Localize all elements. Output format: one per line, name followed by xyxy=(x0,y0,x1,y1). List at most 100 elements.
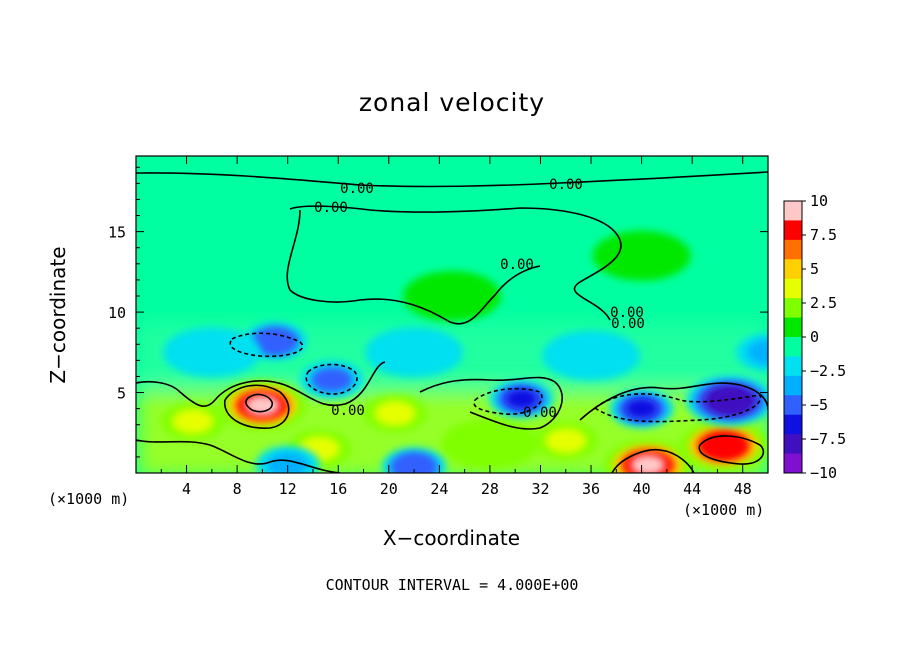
positive-contour-4 xyxy=(698,435,765,465)
y-axis-label: Z−coordinate xyxy=(46,246,70,384)
velocity-cell xyxy=(440,419,539,470)
x-tick-label: 32 xyxy=(531,480,549,498)
colorbar-swatch xyxy=(784,356,802,377)
velocity-cell xyxy=(160,402,225,441)
colorbar-swatch xyxy=(784,453,802,474)
velocity-cell xyxy=(365,327,464,378)
plot-frame xyxy=(135,155,769,474)
cell-level xyxy=(712,390,748,411)
chart-title: zonal velocity xyxy=(358,88,546,117)
velocity-cell xyxy=(403,270,501,321)
contour-label: 0.00 xyxy=(611,316,645,332)
velocity-cell xyxy=(382,447,447,473)
velocity-cell xyxy=(736,333,768,372)
colorbar-swatch xyxy=(784,414,802,435)
colorbar-tick-label: 2.5 xyxy=(810,294,837,312)
colorbar-swatch xyxy=(784,317,802,338)
x-tick-label: 4 xyxy=(182,480,191,498)
contour-label: 0.00 xyxy=(331,403,365,419)
x-tick-label: 36 xyxy=(582,480,600,498)
x-tick-label: 8 xyxy=(233,480,242,498)
cell-level xyxy=(440,419,539,470)
velocity-cell xyxy=(213,174,312,225)
plot-border xyxy=(135,155,769,474)
velocity-cell xyxy=(299,360,364,399)
colorbar-swatch xyxy=(784,278,802,299)
velocity-cell xyxy=(542,330,641,381)
zero-contours: 0.000.000.000.000.000.00 0.000.00 xyxy=(136,171,768,473)
cell-level xyxy=(162,327,261,378)
velocity-cell xyxy=(609,389,674,428)
colorbar-tick-label: −7.5 xyxy=(810,430,846,448)
cell-level xyxy=(311,367,353,393)
cell-level xyxy=(706,435,742,456)
cell-level xyxy=(172,408,214,435)
zero-contour-lower-mid xyxy=(419,376,564,430)
x-axis-label: X−coordinate xyxy=(382,526,521,550)
x-tick-label: 24 xyxy=(430,480,448,498)
cell-level xyxy=(544,428,587,454)
colorbar-tick-label: 10 xyxy=(810,192,828,210)
velocity-cell xyxy=(603,439,692,473)
colorbar-swatch xyxy=(784,298,802,319)
x-unit-label-right: (×1000 m) xyxy=(683,501,765,519)
x-unit-label-left: (×1000 m) xyxy=(48,490,130,508)
contour-label: 0.00 xyxy=(500,257,534,273)
colorbar-tick-label: −2.5 xyxy=(810,362,846,380)
y-tick-label: 15 xyxy=(108,224,126,242)
velocity-cell xyxy=(363,394,428,433)
negative-contour-4 xyxy=(594,393,762,423)
contour-label: 0.00 xyxy=(523,405,557,421)
cell-level xyxy=(505,389,538,409)
cell-level xyxy=(747,339,768,365)
cell-level xyxy=(365,327,464,378)
y-tick-label: 5 xyxy=(117,385,126,403)
velocity-cell xyxy=(679,420,768,471)
colorbar-tick-label: −10 xyxy=(810,464,837,482)
zero-contour-mid xyxy=(286,209,541,325)
colorbar-tick-label: 0 xyxy=(810,328,819,346)
x-tick-label: 20 xyxy=(380,480,398,498)
velocity-cell xyxy=(255,445,320,473)
colorbar-swatch xyxy=(784,220,802,241)
colorbar-tick-label: 5 xyxy=(810,260,819,278)
cell-level xyxy=(542,330,641,381)
cell-level xyxy=(403,270,501,321)
x-tick-label: 12 xyxy=(279,480,297,498)
velocity-field xyxy=(136,156,768,473)
colorbar-swatch xyxy=(784,434,802,455)
colorbar-swatch xyxy=(784,395,802,416)
contour-label: 0.00 xyxy=(549,177,583,193)
cell-level xyxy=(630,454,666,473)
zero-contour-upper xyxy=(289,205,622,321)
contour-label: 0.00 xyxy=(610,305,644,321)
colorbar-swatch xyxy=(784,239,802,260)
colorbar-swatch xyxy=(784,375,802,396)
velocity-cell xyxy=(162,327,261,378)
zero-contour-lower-west xyxy=(136,361,386,407)
velocity-cell xyxy=(533,421,598,460)
zero-contour-lower-east xyxy=(579,382,768,421)
contour-label: 0.00 xyxy=(340,181,374,197)
colorbar-swatch xyxy=(784,259,802,280)
contour-interval-note: CONTOUR INTERVAL = 4.000E+00 xyxy=(325,576,579,594)
zero-contour-top xyxy=(136,171,768,188)
x-tick-label: 44 xyxy=(683,480,701,498)
x-tick-label: 48 xyxy=(734,480,752,498)
cell-level xyxy=(592,230,691,281)
colorbar: 10 7.5 5 2.5 0 −2.5 −5 −7.5 −10 xyxy=(783,192,846,482)
cell-level xyxy=(625,398,658,419)
colorbar-swatch xyxy=(784,337,802,357)
positive-contour-1 xyxy=(224,384,290,429)
contour-label: 0.00 xyxy=(314,200,348,216)
positive-contour-3 xyxy=(611,448,695,473)
negative-contour-2 xyxy=(305,363,358,395)
velocity-cell xyxy=(489,379,554,418)
positive-contour-2 xyxy=(245,393,273,413)
cell-level xyxy=(398,456,431,473)
cell-level xyxy=(213,174,312,225)
zero-contour-bottom-west xyxy=(136,439,341,473)
